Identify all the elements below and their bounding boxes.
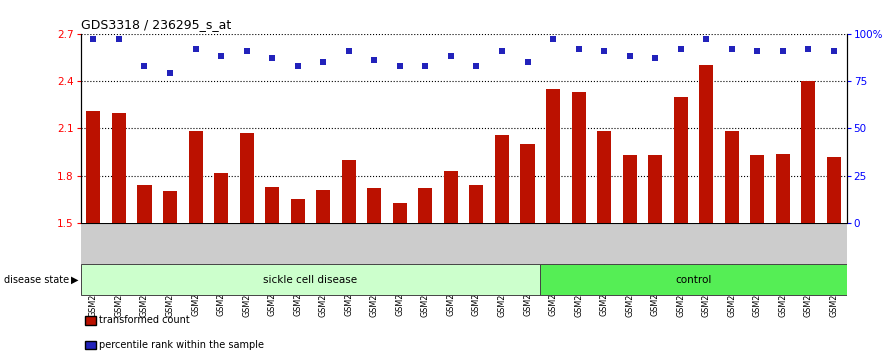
Bar (801, 81, 815, 223)
Point (521, 59, 535, 65)
Bar (648, 155, 662, 223)
Point (674, 46, 688, 52)
Point (801, 46, 815, 52)
Bar (750, 155, 764, 223)
Point (316, 59, 331, 65)
Point (290, 63, 305, 69)
Point (112, 36, 126, 42)
Bar (623, 155, 637, 223)
Point (239, 48, 254, 53)
Point (495, 48, 509, 53)
Point (265, 56, 280, 61)
Point (648, 56, 662, 61)
Point (699, 36, 713, 42)
Text: control: control (676, 275, 711, 285)
Point (776, 48, 790, 53)
Point (341, 48, 356, 53)
Bar (239, 133, 254, 223)
Bar (597, 131, 611, 223)
Bar (214, 172, 228, 223)
Text: GDS3318 / 236295_s_at: GDS3318 / 236295_s_at (81, 18, 231, 31)
Bar (290, 199, 305, 223)
Bar (546, 89, 560, 223)
Point (725, 46, 739, 52)
Bar (316, 190, 331, 223)
Text: ▶: ▶ (71, 275, 78, 285)
Bar (521, 144, 535, 223)
Bar (827, 157, 841, 223)
Text: percentile rank within the sample: percentile rank within the sample (99, 340, 264, 350)
FancyBboxPatch shape (81, 264, 540, 295)
Point (86, 36, 100, 42)
Bar (112, 113, 126, 223)
Text: disease state: disease state (4, 275, 73, 285)
Bar (725, 131, 739, 223)
Point (546, 36, 560, 42)
Point (444, 53, 458, 59)
Bar (776, 154, 790, 223)
Point (367, 57, 382, 63)
Bar (265, 187, 280, 223)
Bar (470, 185, 484, 223)
Point (418, 63, 433, 69)
Point (827, 48, 841, 53)
Bar (367, 188, 382, 223)
Bar (392, 202, 407, 223)
Point (214, 53, 228, 59)
Bar (444, 171, 458, 223)
Point (163, 70, 177, 76)
Bar (341, 160, 356, 223)
Bar (188, 131, 202, 223)
Bar (86, 111, 100, 223)
Bar (572, 92, 586, 223)
Point (188, 46, 202, 52)
Point (623, 53, 637, 59)
Bar (699, 65, 713, 223)
FancyBboxPatch shape (540, 264, 847, 295)
Point (750, 48, 764, 53)
Text: transformed count: transformed count (99, 315, 190, 325)
Point (470, 63, 484, 69)
Bar (495, 135, 509, 223)
Bar (137, 185, 151, 223)
Point (392, 63, 407, 69)
Bar (674, 97, 688, 223)
Point (572, 46, 586, 52)
Point (137, 63, 151, 69)
Bar (418, 188, 433, 223)
Bar (163, 192, 177, 223)
Point (597, 48, 611, 53)
Text: sickle cell disease: sickle cell disease (263, 275, 358, 285)
